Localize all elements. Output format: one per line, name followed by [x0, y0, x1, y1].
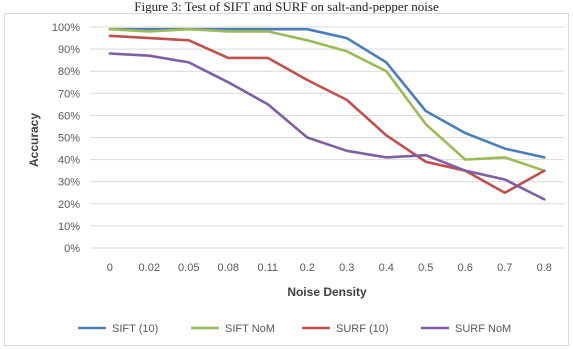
series-line-3	[108, 52, 546, 201]
series-line-1	[108, 27, 546, 172]
x-tick-label: 0.5	[418, 262, 433, 274]
x-tick-label: 0.7	[497, 262, 512, 274]
y-tick-label: 100%	[52, 22, 80, 34]
y-tick-label: 20%	[58, 199, 80, 211]
y-axis-ticks: 0% 10% 20% 30% 40% 50% 60% 70% 80% 90% 100%	[52, 22, 80, 255]
x-tick-label: 0.08	[218, 262, 239, 274]
x-tick-label: 0.6	[458, 262, 473, 274]
x-tick-label: 0.4	[379, 262, 394, 274]
y-tick-label: 80%	[58, 66, 80, 78]
x-tick-label: 0.05	[178, 262, 199, 274]
x-tick-label: 0	[107, 262, 113, 274]
y-axis-title: Accuracy	[27, 113, 41, 167]
x-axis-title: Noise Density	[287, 285, 367, 299]
legend-label: SIFT (10)	[112, 323, 158, 335]
x-tick-label: 0.2	[300, 262, 315, 274]
y-tick-label: 70%	[58, 88, 80, 100]
y-tick-label: 40%	[58, 155, 80, 167]
chart-frame	[4, 13, 569, 346]
gridlines	[90, 26, 564, 249]
legend-label: SURF (10)	[336, 323, 389, 335]
x-tick-label: 0.02	[139, 262, 160, 274]
series-lines	[108, 27, 546, 201]
x-tick-label: 0.3	[339, 262, 354, 274]
y-tick-label: 90%	[58, 44, 80, 56]
figure-caption: Figure 3: Test of SIFT and SURF on salt-…	[134, 0, 439, 14]
y-tick-label: 60%	[58, 110, 80, 122]
legend: SIFT (10) SIFT NoM SURF (10) SURF NoM	[78, 323, 511, 335]
x-axis-ticks: 0 0.02 0.05 0.08 0.11 0.2 0.3 0.4 0.5 0.6 0.7 0.8	[107, 262, 552, 274]
x-tick-label: 0.8	[537, 262, 552, 274]
series-line-2	[108, 34, 546, 195]
y-tick-label: 10%	[58, 221, 80, 233]
legend-label: SURF NoM	[455, 323, 511, 335]
y-tick-label: 0%	[64, 243, 80, 255]
y-tick-label: 30%	[58, 177, 80, 189]
x-tick-label: 0.11	[257, 262, 278, 274]
legend-label: SIFT NoM	[225, 323, 275, 335]
y-tick-label: 50%	[58, 133, 80, 145]
